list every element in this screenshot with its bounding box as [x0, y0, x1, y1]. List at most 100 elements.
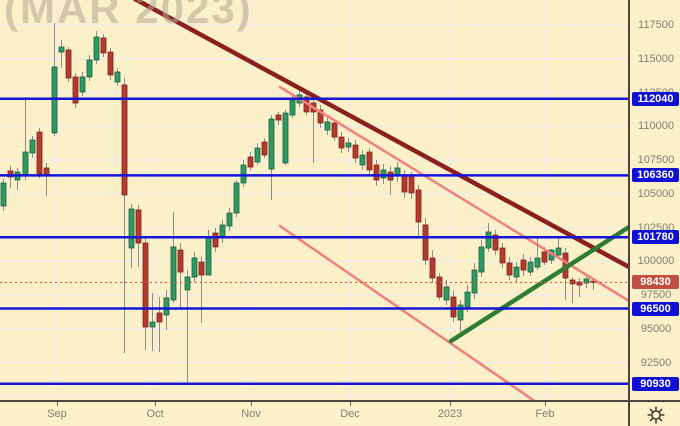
- candle-up: [86, 59, 93, 78]
- price-tick-label: 92500: [640, 356, 672, 369]
- candle-down: [65, 49, 72, 79]
- price-tick-label: 95000: [640, 322, 672, 335]
- candle-up: [471, 269, 478, 294]
- candle-down: [7, 170, 14, 178]
- price-tick-label: 97500: [640, 289, 672, 301]
- time-axis[interactable]: Sep Oct Nov Dec 2023 Feb: [0, 400, 628, 426]
- candle-up: [226, 212, 233, 227]
- price-level-badge: 106360: [632, 168, 679, 183]
- time-tick: [155, 402, 156, 406]
- axis-settings-corner[interactable]: [628, 400, 680, 426]
- candle-up: [345, 142, 352, 148]
- candle-up: [149, 321, 156, 328]
- candle-up: [79, 76, 86, 93]
- candle-down: [450, 296, 457, 318]
- time-tick: [545, 402, 546, 406]
- time-tick-label: Sep: [47, 408, 67, 420]
- candle-up: [478, 246, 485, 273]
- candle-down: [72, 76, 79, 104]
- candle-down: [373, 164, 380, 181]
- candle-down: [121, 84, 128, 196]
- candle-down: [212, 232, 219, 248]
- time-tick-label: Feb: [535, 408, 555, 420]
- candle-down: [499, 247, 506, 264]
- candle-down: [331, 122, 338, 138]
- candle-up: [233, 182, 240, 214]
- candle-up: [289, 99, 296, 116]
- candle-up: [184, 276, 191, 291]
- candle-down: [366, 151, 373, 171]
- candle-down: [317, 109, 324, 124]
- trendline-channel-lower[interactable]: [278, 224, 536, 400]
- candle-up: [359, 154, 366, 166]
- candle-up: [93, 36, 100, 61]
- candle-down: [576, 281, 583, 286]
- candle-down: [107, 51, 114, 76]
- chart-plot-area[interactable]: (MAR 2023): [0, 0, 628, 400]
- candle-down: [422, 224, 429, 261]
- time-tick: [251, 402, 252, 406]
- candle-up: [128, 208, 135, 249]
- candle-up: [457, 304, 464, 321]
- price-tick-label: 100000: [637, 255, 675, 268]
- time-tick-label: Dec: [340, 408, 360, 420]
- candle-down: [506, 262, 513, 276]
- price-level-badge: 90930: [632, 376, 679, 391]
- trendline-downtrend-major[interactable]: [132, 0, 628, 270]
- candle-down: [415, 189, 422, 223]
- candle-up: [58, 46, 65, 53]
- candle-down: [100, 37, 107, 54]
- candle-up: [29, 139, 36, 154]
- candle-down: [520, 259, 527, 271]
- candle-up: [51, 66, 58, 134]
- price-tick-label: 115000: [638, 52, 674, 65]
- candle-up: [485, 231, 492, 249]
- candle-up: [0, 182, 7, 207]
- candle-up: [205, 237, 212, 276]
- candle-up: [170, 246, 177, 301]
- candle-down: [408, 176, 415, 194]
- candle-up: [555, 247, 562, 256]
- candlestick-chart: [0, 0, 628, 400]
- price-level-badge: 96500: [632, 301, 679, 316]
- time-tick-label: Oct: [146, 408, 164, 420]
- candle-up: [191, 257, 198, 278]
- candle-down: [492, 234, 499, 251]
- time-tick: [450, 402, 451, 406]
- settings-gear-icon[interactable]: [645, 404, 667, 426]
- last-price-badge: 98430: [632, 275, 679, 290]
- candle-down: [261, 141, 268, 156]
- price-level-badge: 101780: [632, 230, 679, 245]
- price-tick-label: 110000: [638, 120, 674, 133]
- candle-up: [534, 257, 541, 268]
- candle-up: [163, 297, 170, 316]
- candle-up: [22, 151, 29, 177]
- candle-up: [254, 147, 261, 163]
- candle-down: [401, 174, 408, 193]
- time-tick-label: 2023: [437, 408, 463, 420]
- candle-down: [352, 144, 359, 159]
- candle-down: [541, 251, 548, 263]
- price-level-badge: 112040: [632, 91, 679, 106]
- candle-up: [268, 118, 275, 170]
- candle-up: [527, 261, 534, 273]
- candle-up: [114, 71, 121, 83]
- candle-down: [142, 242, 149, 328]
- time-tick-label: Nov: [241, 408, 261, 420]
- price-axis[interactable]: 1175001150001125001100001075001050001025…: [628, 0, 680, 400]
- candle-down: [247, 156, 254, 168]
- candle-up: [380, 169, 387, 179]
- time-tick: [57, 402, 58, 406]
- candle-up: [513, 266, 520, 278]
- candle-down: [338, 136, 345, 149]
- candle-down: [135, 209, 142, 244]
- candle-up: [282, 112, 289, 164]
- candle-up: [324, 121, 331, 131]
- trendline-uptrend-support[interactable]: [448, 224, 628, 344]
- candle-down: [156, 312, 163, 323]
- candle-down: [275, 114, 282, 121]
- price-tick-label: 107500: [637, 154, 675, 166]
- candle-down: [36, 131, 43, 175]
- candle-up: [443, 286, 450, 301]
